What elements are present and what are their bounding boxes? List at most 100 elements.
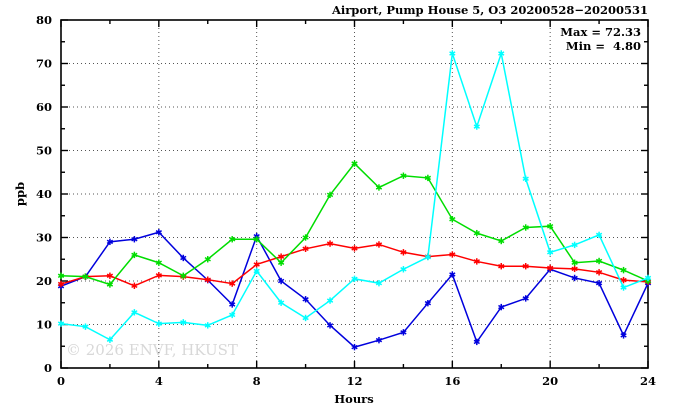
data-point-marker <box>106 336 114 343</box>
data-point-marker <box>253 267 260 275</box>
data-point-marker <box>400 249 407 256</box>
data-point-marker <box>424 299 432 307</box>
y-tick-label: 0 <box>44 361 52 375</box>
data-series-day3-green <box>57 160 652 288</box>
data-point-marker <box>547 249 554 256</box>
data-point-marker <box>449 271 456 278</box>
data-point-marker <box>620 332 627 339</box>
data-point-marker <box>131 309 138 316</box>
data-point-marker <box>375 241 383 248</box>
data-point-marker <box>498 303 505 311</box>
data-point-marker <box>131 236 138 243</box>
y-axis-title: ppb <box>13 182 27 206</box>
data-point-marker <box>547 264 554 272</box>
data-point-marker <box>326 191 334 199</box>
y-tick-label: 50 <box>36 144 52 158</box>
data-point-marker <box>326 297 334 304</box>
data-series-day4-cyan <box>57 50 652 343</box>
data-point-marker <box>351 343 358 351</box>
data-point-marker <box>449 216 456 223</box>
data-point-marker <box>204 276 211 283</box>
x-tick-label: 0 <box>57 374 65 388</box>
data-point-marker <box>498 237 505 245</box>
data-point-marker <box>522 263 529 270</box>
x-tick-label: 4 <box>155 374 163 388</box>
data-point-marker <box>155 272 162 279</box>
data-point-marker <box>326 322 334 329</box>
data-point-marker <box>522 295 529 302</box>
data-point-marker <box>204 322 211 329</box>
x-tick-label: 16 <box>444 374 460 388</box>
watermark-label: © 2026 ENVF, HKUST <box>66 341 238 359</box>
data-point-marker <box>229 280 236 287</box>
grid-lines <box>61 20 648 368</box>
data-point-marker <box>277 259 285 266</box>
data-point-marker <box>498 263 505 270</box>
data-point-marker <box>351 245 358 252</box>
data-point-marker <box>473 338 480 346</box>
x-tick-label: 24 <box>640 374 656 388</box>
data-point-marker <box>131 251 138 259</box>
data-point-marker <box>106 272 114 279</box>
data-point-marker <box>180 272 187 279</box>
data-point-marker <box>595 257 603 265</box>
data-point-marker <box>82 323 89 330</box>
data-point-marker <box>302 245 309 253</box>
x-tick-label: 8 <box>253 374 261 388</box>
data-point-marker <box>375 279 383 287</box>
y-tick-label: 40 <box>36 187 52 201</box>
data-point-marker <box>155 259 162 266</box>
data-point-marker <box>277 299 285 306</box>
data-point-marker <box>375 336 383 344</box>
data-point-marker <box>253 261 260 268</box>
data-point-marker <box>131 282 138 289</box>
y-tick-label: 20 <box>36 274 52 288</box>
data-point-marker <box>571 259 578 266</box>
data-series-day1-blue <box>57 229 652 351</box>
data-point-marker <box>106 281 114 288</box>
data-point-marker <box>400 172 407 179</box>
data-point-marker <box>277 277 285 285</box>
data-point-marker <box>180 254 187 262</box>
data-point-marker <box>424 174 432 182</box>
data-point-marker <box>571 265 578 273</box>
data-point-marker <box>229 311 236 319</box>
min-value-label: Min = 4.80 <box>566 39 641 53</box>
data-point-marker <box>522 224 529 231</box>
axis-ticks <box>60 19 649 369</box>
data-point-marker <box>57 272 65 279</box>
data-point-marker <box>253 236 260 243</box>
data-point-marker <box>351 160 358 167</box>
data-point-marker <box>620 284 627 291</box>
chart-title: Airport, Pump House 5, O3 20200528−20200… <box>331 3 648 17</box>
data-point-marker <box>449 251 456 258</box>
max-value-label: Max = 72.33 <box>560 25 641 39</box>
data-series-layer <box>57 50 652 351</box>
data-point-marker <box>180 319 187 326</box>
data-point-marker <box>595 279 603 287</box>
x-tick-label: 20 <box>542 374 558 388</box>
data-point-marker <box>498 50 505 57</box>
data-point-marker <box>204 256 211 263</box>
data-point-marker <box>620 266 627 274</box>
data-point-marker <box>57 280 65 288</box>
data-point-marker <box>229 301 236 308</box>
data-point-marker <box>473 123 480 130</box>
y-tick-label: 10 <box>36 318 52 332</box>
data-point-marker <box>424 253 432 261</box>
data-point-marker <box>375 184 383 191</box>
data-point-marker <box>351 275 358 283</box>
data-point-marker <box>522 175 529 182</box>
data-point-marker <box>326 240 334 247</box>
data-point-marker <box>302 314 309 322</box>
data-point-marker <box>82 273 89 280</box>
data-point-marker <box>400 266 407 273</box>
x-axis-title: Hours <box>334 392 373 406</box>
data-point-marker <box>595 231 603 239</box>
axis-tick-labels: 0 4 8 12 16 20 24 0 10 20 30 40 50 60 70 80 <box>36 13 656 388</box>
data-point-marker <box>473 229 480 237</box>
data-point-marker <box>571 241 578 249</box>
y-tick-label: 30 <box>36 231 52 245</box>
